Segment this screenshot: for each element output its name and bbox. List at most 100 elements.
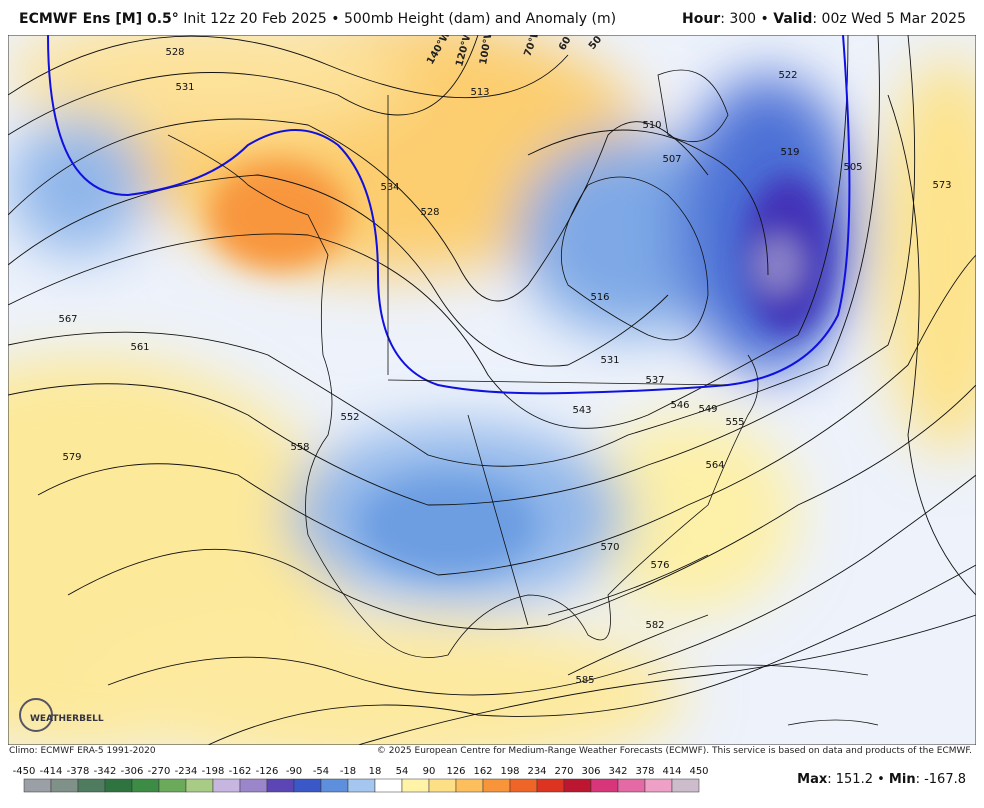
colorbar-label: -18 <box>340 766 356 777</box>
colorbar-label: -378 <box>67 766 90 777</box>
logo-text: WEATHERBELL <box>30 714 104 724</box>
colorbar: -450 -414 -378 -342 -306 -270 -234 -198 -162 -126… <box>13 766 709 793</box>
contour-label: 543 <box>572 405 591 416</box>
colorbar-label: 414 <box>662 766 681 777</box>
header-left: ECMWF Ens [M] 0.5° Init 12z 20 Feb 2025 … <box>19 11 616 27</box>
colorbar-swatch <box>617 778 646 793</box>
contour-label: 546 <box>670 400 689 411</box>
contour-label: 513 <box>470 87 489 98</box>
contour-label: 567 <box>58 314 77 325</box>
hour-label: Hour <box>681 11 721 27</box>
colorbar-label: 342 <box>608 766 627 777</box>
colorbar-swatch <box>185 778 214 793</box>
reference-contour <box>47 35 851 395</box>
colorbar-swatch <box>509 778 538 793</box>
colorbar-swatch <box>671 778 700 793</box>
contour-label: 585 <box>575 675 594 686</box>
colorbar-swatch <box>482 778 511 793</box>
colorbar-label: 270 <box>554 766 573 777</box>
contour-label: 576 <box>650 560 669 571</box>
height-contours <box>8 35 976 745</box>
header-right: Hour: 300 • Valid: 00z Wed 5 Mar 2025 <box>682 11 966 27</box>
contour-label: 582 <box>645 620 664 631</box>
colorbar-swatch <box>455 778 484 793</box>
colorbar-swatch <box>644 778 673 793</box>
hour: : 300 • <box>720 11 774 27</box>
contour-label: 507 <box>662 154 681 165</box>
colorbar-swatch <box>293 778 322 793</box>
colorbar-swatch <box>212 778 241 793</box>
colorbar-label: 234 <box>527 766 546 777</box>
colorbar-swatch <box>239 778 268 793</box>
contour-label: 519 <box>780 147 799 158</box>
colorbar-swatch <box>50 778 79 793</box>
colorbar-label: -270 <box>148 766 171 777</box>
contour-label: 505 <box>843 162 862 173</box>
colorbar-label: -198 <box>202 766 225 777</box>
colorbar-swatch <box>563 778 592 793</box>
colorbar-label: 162 <box>473 766 492 777</box>
contour-label: 552 <box>340 412 359 423</box>
colorbar-label: -414 <box>40 766 63 777</box>
colorbar-swatch <box>320 778 349 793</box>
colorbar-label: 54 <box>396 766 409 777</box>
colorbar-swatch <box>131 778 160 793</box>
max-min: Max: 151.2 • Min: -167.8 <box>797 772 966 787</box>
colorbar-label: 378 <box>635 766 654 777</box>
contour-label: 516 <box>590 292 609 303</box>
min: : -167.8 <box>915 772 966 787</box>
colorbar-swatch <box>401 778 430 793</box>
colorbar-label: -162 <box>229 766 252 777</box>
model: ECMWF Ens [M] 0.5° <box>19 11 179 27</box>
contour-label: 534 <box>380 182 399 193</box>
anomaly-fill <box>8 35 976 745</box>
logo: WEATHERBELL <box>19 698 104 732</box>
contour-label: 573 <box>932 180 951 191</box>
colorbar-label: -306 <box>121 766 144 777</box>
init: Init 12z 20 Feb 2025 • 500mb Height (dam… <box>183 11 617 27</box>
colorbar-label: -450 <box>13 766 36 777</box>
copyright: © 2025 European Centre for Medium-Range … <box>376 746 972 756</box>
contour-label: 555 <box>725 417 744 428</box>
contour-label: 528 <box>420 207 439 218</box>
colorbar-label: -54 <box>313 766 329 777</box>
colorbar-label: 450 <box>689 766 708 777</box>
map: WEATHERBELL 140°W 120°W 100°W 70°W 60°W 50°W5… <box>8 35 976 745</box>
colorbar-label: -90 <box>286 766 302 777</box>
coastlines <box>167 69 879 726</box>
climo: Climo: ECMWF ERA-5 1991-2020 <box>9 746 156 756</box>
colorbar-label: 90 <box>423 766 436 777</box>
colorbar-label: 198 <box>500 766 519 777</box>
colorbar-swatch <box>428 778 457 793</box>
contour-label: 570 <box>600 542 619 553</box>
colorbar-label: 18 <box>369 766 382 777</box>
contour-label: 510 <box>642 120 661 131</box>
contour-label: 549 <box>698 404 717 415</box>
colorbar-label: 306 <box>581 766 600 777</box>
min-label: Min <box>888 772 916 787</box>
contour-label: 564 <box>705 460 724 471</box>
colorbar-label: -234 <box>175 766 198 777</box>
contour-label: 579 <box>62 452 81 463</box>
colorbar-swatch <box>23 778 52 793</box>
colorbar-swatch <box>536 778 565 793</box>
valid: : 00z Wed 5 Mar 2025 <box>812 11 966 27</box>
colorbar-swatch <box>158 778 187 793</box>
contour-label: 531 <box>175 82 194 93</box>
colorbar-swatch <box>374 778 403 793</box>
colorbar-label: -126 <box>256 766 279 777</box>
valid-label: Valid <box>773 11 813 27</box>
contour-label: 531 <box>600 355 619 366</box>
colorbar-swatch <box>590 778 619 793</box>
contour-label: 537 <box>645 375 664 386</box>
contour-label: 558 <box>290 442 309 453</box>
max-label: Max <box>797 772 828 787</box>
contour-label: 528 <box>165 47 184 58</box>
colorbar-label: 126 <box>446 766 465 777</box>
colorbar-swatch <box>347 778 376 793</box>
colorbar-swatch <box>104 778 133 793</box>
colorbar-label: -342 <box>94 766 117 777</box>
colorbar-swatch <box>266 778 295 793</box>
colorbar-swatch <box>77 778 106 793</box>
